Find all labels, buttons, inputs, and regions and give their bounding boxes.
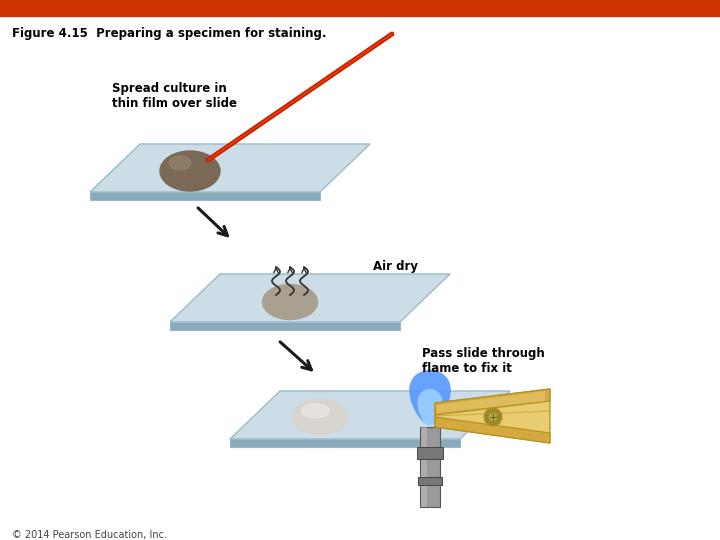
Polygon shape [409, 370, 451, 425]
Text: Pass slide through
flame to fix it: Pass slide through flame to fix it [422, 347, 545, 375]
Text: Figure 4.15  Preparing a specimen for staining.: Figure 4.15 Preparing a specimen for sta… [12, 27, 326, 40]
Ellipse shape [160, 151, 220, 191]
Polygon shape [90, 144, 370, 192]
Polygon shape [90, 192, 320, 200]
Polygon shape [170, 274, 450, 322]
Ellipse shape [263, 285, 318, 320]
Polygon shape [230, 391, 510, 439]
Bar [418, 477, 442, 485]
Text: © 2014 Pearson Education, Inc.: © 2014 Pearson Education, Inc. [12, 530, 167, 540]
Polygon shape [230, 439, 460, 447]
Ellipse shape [292, 400, 348, 435]
Polygon shape [437, 391, 545, 413]
Polygon shape [418, 389, 443, 427]
Polygon shape [435, 389, 550, 443]
Text: Air dry: Air dry [373, 260, 418, 273]
Polygon shape [435, 417, 550, 443]
Bar [420, 427, 440, 507]
Polygon shape [170, 322, 400, 330]
Bar [421, 427, 427, 507]
Text: Spread culture in
thin film over slide: Spread culture in thin film over slide [112, 82, 237, 110]
Bar [417, 447, 443, 459]
Polygon shape [435, 389, 550, 415]
Ellipse shape [301, 404, 329, 418]
Bar [0, 0, 720, 16]
Circle shape [488, 412, 498, 422]
Ellipse shape [169, 156, 191, 170]
Circle shape [484, 408, 502, 426]
